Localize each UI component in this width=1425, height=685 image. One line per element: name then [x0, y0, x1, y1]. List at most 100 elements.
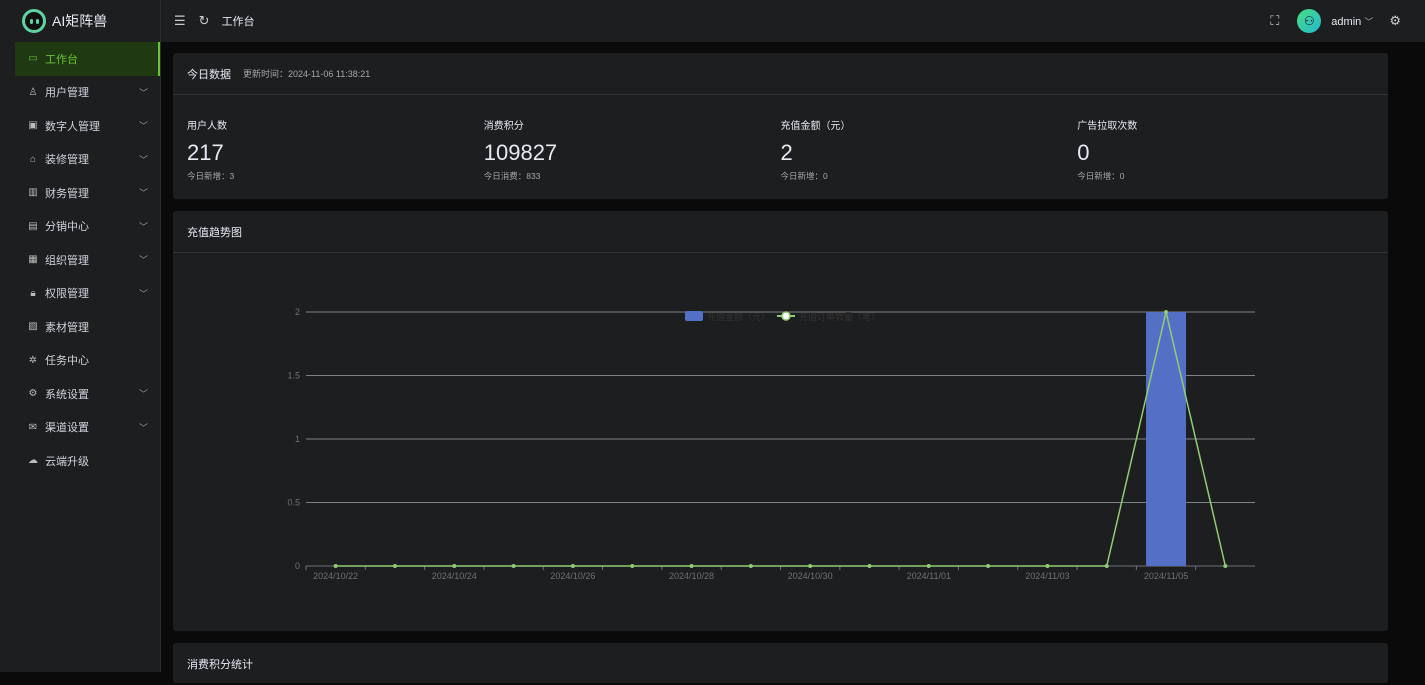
sidebar-item-3[interactable]: ⌂ 装修管理 ﹀: [15, 143, 160, 177]
stat-item: 用户人数 217 今日新增：3: [187, 117, 484, 182]
line-point[interactable]: [1045, 564, 1050, 568]
sidebar-menu: ▭ 工作台 ♙ 用户管理 ﹀ ▣ 数字人管理 ﹀ ⌂ 装修管理 ﹀ ▥ 财务管理 ﹀ ▤ 分销中心 ﹀ ▦ 组织管理…: [15, 42, 160, 478]
update-time: 更新时间：2024-11-06 11:38:21: [243, 69, 371, 79]
chevron-down-icon: ﹀: [138, 255, 148, 266]
sidebar-item-9[interactable]: ✲ 任务中心: [15, 344, 160, 378]
sidebar: AI矩阵兽 ▭ 工作台 ♙ 用户管理 ﹀ ▣ 数字人管理 ﹀ ⌂ 装修管理 ﹀ ▥ 财务管理 ﹀ ▤ 分销中心…: [0, 0, 161, 672]
user-dropdown[interactable]: admin ﹀: [1331, 15, 1373, 28]
line-point[interactable]: [452, 564, 457, 568]
recharge-trend-card: 充值趋势图 0 0.5 1 1.5 2 2024/10/22 2024/10/24 2024/…: [173, 211, 1388, 631]
y-tick-label: 1.5: [287, 371, 300, 381]
stat-item: 广告拉取次数 0 今日新增：0: [1077, 117, 1374, 182]
bar[interactable]: [1146, 312, 1187, 566]
line-point[interactable]: [986, 564, 991, 568]
logo-icon: [22, 9, 46, 33]
chevron-down-icon: ﹀: [138, 288, 148, 299]
x-tick-label: 2024/10/22: [313, 571, 358, 581]
mail-icon: ✉: [28, 421, 38, 433]
stat-sub: 今日新增：0: [780, 171, 828, 181]
breadcrumb: 工作台: [221, 16, 255, 28]
chevron-down-icon: ﹀: [138, 389, 148, 400]
today-data-card: 今日数据 更新时间：2024-11-06 11:38:21 用户人数 217 今日新增…: [173, 53, 1388, 199]
line-point[interactable]: [689, 564, 694, 568]
x-tick-label: 2024/10/24: [432, 571, 477, 581]
line-point[interactable]: [748, 564, 753, 568]
line-point[interactable]: [867, 564, 872, 568]
stat-item: 充值金额（元） 2 今日新增：0: [781, 117, 1078, 182]
chevron-down-icon: ﹀: [138, 188, 148, 199]
stat-sub: 今日新增：0: [1077, 171, 1125, 181]
sidebar-item-label: 工作台: [45, 53, 78, 66]
line-point[interactable]: [511, 564, 516, 568]
sidebar-item-label: 系统设置: [45, 388, 89, 401]
chevron-down-icon: ﹀: [1364, 16, 1374, 27]
sidebar-item-label: 分销中心: [45, 221, 89, 234]
sidebar-item-label: 素材管理: [45, 321, 89, 334]
username: admin: [1331, 15, 1362, 28]
fullscreen-icon[interactable]: ⛶: [1270, 13, 1280, 28]
sidebar-item-8[interactable]: ▨ 素材管理: [15, 310, 160, 344]
sidebar-item-label: 装修管理: [45, 154, 89, 167]
legend-bar-swatch[interactable]: [685, 311, 703, 321]
stat-item: 消费积分 109827 今日消费：833: [484, 117, 781, 182]
line-point[interactable]: [808, 564, 813, 568]
sidebar-item-2[interactable]: ▣ 数字人管理 ﹀: [15, 109, 160, 143]
y-tick-label: 0.5: [287, 498, 300, 508]
line-point[interactable]: [1164, 310, 1169, 314]
avatar[interactable]: ⚇: [1297, 9, 1322, 33]
sidebar-item-10[interactable]: ⚙ 系统设置 ﹀: [15, 377, 160, 411]
chevron-down-icon: ﹀: [138, 121, 148, 132]
sidebar-item-1[interactable]: ♙ 用户管理 ﹀: [15, 76, 160, 110]
refresh-icon[interactable]: ↻: [198, 13, 210, 28]
sidebar-item-label: 权限管理: [45, 288, 89, 301]
chevron-down-icon: ﹀: [138, 221, 148, 232]
x-tick-label: 2024/11/03: [1025, 571, 1069, 581]
user-icon: ♙: [28, 86, 38, 98]
stat-label: 消费积分: [483, 121, 524, 132]
line-point[interactable]: [392, 564, 397, 568]
chip-icon: ▣: [28, 120, 38, 132]
stat-value: 0: [1077, 140, 1090, 165]
logo[interactable]: AI矩阵兽: [0, 0, 160, 42]
legend-line-marker: [781, 311, 791, 321]
card-title: 消费积分统计: [187, 659, 253, 671]
series-line: [335, 311, 1227, 567]
sidebar-item-4[interactable]: ▥ 财务管理 ﹀: [15, 176, 160, 210]
task-icon: ✲: [28, 354, 38, 366]
app-title: AI矩阵兽: [52, 13, 108, 29]
gear-icon: ⚙: [28, 388, 38, 400]
x-tick-label: 2024/10/26: [550, 571, 595, 581]
sidebar-item-11[interactable]: ✉ 渠道设置 ﹀: [15, 411, 160, 445]
card-title: 今日数据: [187, 68, 231, 81]
stat-label: 用户人数: [187, 121, 227, 132]
gear-icon[interactable]: ⚙: [1389, 13, 1401, 28]
line-point[interactable]: [926, 564, 931, 568]
sidebar-item-6[interactable]: ▦ 组织管理 ﹀: [15, 243, 160, 277]
chevron-down-icon: ﹀: [138, 87, 148, 98]
lock-icon: 🔒︎: [30, 287, 36, 299]
sidebar-item-label: 渠道设置: [45, 422, 89, 435]
sidebar-item-5[interactable]: ▤ 分销中心 ﹀: [15, 210, 160, 244]
line-point[interactable]: [333, 564, 338, 568]
y-tick-label: 2: [295, 307, 300, 317]
office-icon: ▦: [28, 254, 38, 266]
sidebar-item-label: 任务中心: [45, 355, 89, 368]
picture-icon: ▨: [28, 321, 38, 333]
sidebar-item-label: 财务管理: [45, 187, 89, 200]
legend-label[interactable]: 充值订单数量（笔）: [799, 311, 880, 322]
stat-value: 109827: [483, 140, 558, 165]
line-point[interactable]: [570, 564, 575, 568]
sidebar-item-7[interactable]: 🔒︎ 权限管理 ﹀: [15, 277, 160, 311]
line-point[interactable]: [1223, 564, 1228, 568]
line-point[interactable]: [1104, 564, 1109, 568]
legend-label[interactable]: 充值金额（元）: [707, 311, 770, 322]
sidebar-item-12[interactable]: ☁ 云端升级: [15, 444, 160, 478]
points-stat-card: 消费积分统计: [173, 643, 1388, 683]
sidebar-item-label: 用户管理: [45, 87, 89, 100]
sidebar-item-label: 云端升级: [45, 455, 89, 468]
stat-sub: 今日新增：3: [187, 171, 235, 181]
sidebar-item-0[interactable]: ▭ 工作台: [15, 42, 160, 76]
collapse-menu-icon[interactable]: ☰: [174, 13, 186, 28]
stat-label: 充值金额（元）: [780, 121, 851, 132]
line-point[interactable]: [630, 564, 635, 568]
